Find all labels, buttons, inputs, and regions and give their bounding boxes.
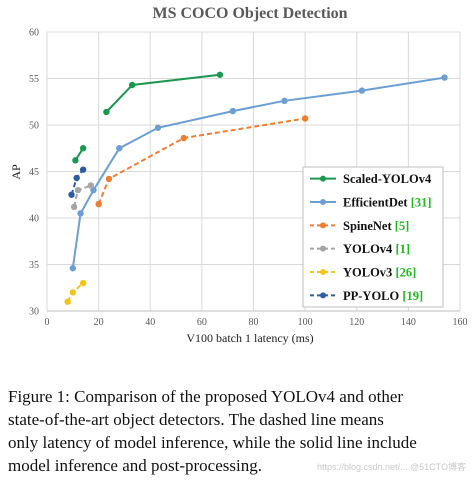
legend-reference: [1] (395, 242, 410, 256)
series-yolov3 (64, 279, 87, 305)
series-scaled-yolov4 (72, 145, 87, 164)
y-axis-label: AP (9, 164, 23, 180)
legend-swatch-marker (320, 199, 326, 205)
legend-label: EfficientDet [31] (343, 196, 432, 210)
figure-caption: Figure 1: Comparison of the proposed YOL… (8, 385, 470, 477)
legend-item: YOLOv3 [26] (310, 266, 416, 280)
caption-line-2: state-of-the-art object detectors. The d… (8, 410, 384, 429)
series-pp-yolo (68, 166, 87, 198)
data-point (105, 175, 113, 183)
data-point (216, 71, 224, 78)
legend-reference: [26] (395, 266, 416, 280)
data-point (73, 174, 80, 182)
x-tick-label: 40 (145, 317, 155, 328)
legend-swatch-marker (320, 175, 326, 182)
legend-item: SpineNet [5] (310, 219, 409, 233)
legend-label: YOLOv3 [26] (343, 266, 416, 280)
legend-swatch-marker (320, 222, 326, 229)
legend-box (302, 166, 444, 308)
data-point (79, 166, 87, 173)
legend: Scaled-YOLOv4 EfficientDet [31] SpineNet [… (302, 166, 444, 308)
data-point (64, 298, 71, 305)
data-point (128, 81, 136, 89)
x-tick-label: 60 (197, 317, 207, 328)
data-point (441, 74, 448, 81)
data-point (90, 186, 97, 194)
legend-swatch-marker (320, 269, 326, 275)
series-spinenet (95, 115, 309, 208)
x-tick-label: 20 (94, 317, 104, 328)
caption-line-3: only latency of model inference, while t… (8, 433, 417, 452)
x-tick-label: 80 (249, 317, 259, 328)
x-tick-label: 160 (453, 317, 468, 328)
series-efficientdet (69, 74, 448, 272)
legend-item: EfficientDet [31] (310, 196, 432, 210)
data-point (180, 134, 188, 142)
legend-label: PP-YOLO [19] (343, 289, 423, 303)
data-point (72, 157, 79, 164)
x-axis-label: V100 batch 1 latency (ms) (186, 331, 313, 345)
x-tick-label: 0 (45, 317, 50, 328)
data-point (69, 289, 77, 296)
series-line (105, 73, 221, 113)
legend-label: Scaled-YOLOv4 (343, 172, 432, 186)
data-point (229, 107, 237, 115)
legend-reference: [5] (395, 219, 410, 233)
legend-label: YOLOv4 [1] (343, 242, 410, 256)
y-tick-label: 45 (29, 167, 39, 178)
data-point (281, 97, 288, 105)
legend-item: PP-YOLO [19] (310, 289, 423, 303)
data-point (87, 182, 95, 189)
legend-item: Scaled-YOLOv4 (310, 172, 432, 186)
data-point (69, 265, 77, 272)
chart: MS COCO Object Detection 30 35 40 45 50 55 60 0… (9, 5, 468, 345)
axes: 30 35 40 45 50 55 60 0 20 40 60 80 100 120 140 160 (29, 28, 468, 329)
y-tick-label: 35 (29, 260, 39, 271)
data-point (116, 145, 123, 152)
data-point (95, 200, 102, 208)
data-point (74, 186, 82, 194)
caption-line-4: model inference and post-processing. (8, 456, 262, 475)
series-scaled-yolov4 (103, 71, 224, 116)
x-tick-label: 120 (349, 317, 364, 328)
data-point (79, 279, 87, 287)
legend-swatch-marker (320, 292, 326, 299)
y-tick-label: 40 (29, 214, 39, 225)
legend-label: SpineNet [5] (343, 219, 409, 233)
y-tick-label: 30 (29, 307, 39, 318)
legend-item: YOLOv4 [1] (310, 242, 410, 256)
y-tick-label: 60 (29, 28, 39, 39)
data-point (358, 87, 366, 94)
series-yolov4 (70, 182, 95, 211)
x-tick-label: 100 (298, 317, 313, 328)
watermark: https://blog.csdn.net/... @51CTO博客 (316, 462, 466, 472)
y-tick-label: 50 (29, 121, 39, 132)
legend-reference: [19] (402, 289, 423, 303)
legend-reference: [31] (411, 196, 432, 210)
data-point (68, 191, 75, 198)
data-point (154, 124, 162, 131)
x-tick-label: 140 (401, 317, 416, 328)
data-point (77, 210, 84, 217)
y-tick-label: 55 (29, 74, 39, 85)
legend-swatch-marker (320, 245, 326, 252)
data-point (70, 203, 78, 211)
chart-title: MS COCO Object Detection (152, 5, 347, 22)
caption-line-1: Figure 1: Comparison of the proposed YOL… (8, 387, 404, 406)
data-point (103, 108, 110, 116)
data-point (79, 145, 87, 152)
data-point (301, 115, 309, 122)
series-layer (64, 71, 448, 305)
